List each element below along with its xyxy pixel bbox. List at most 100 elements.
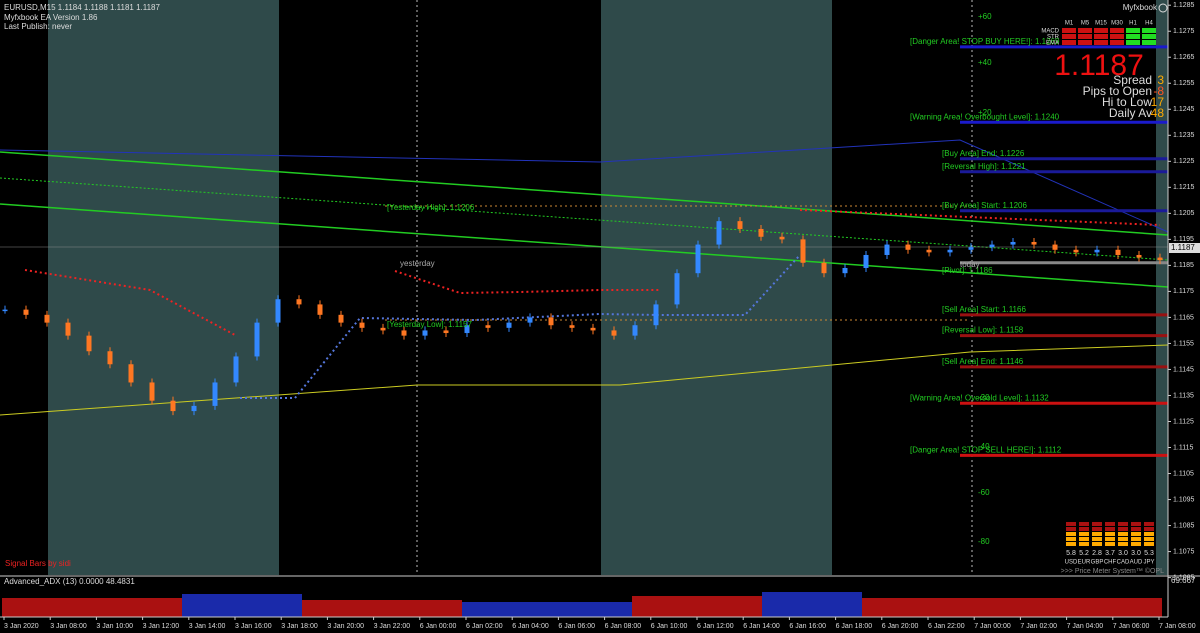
stat-name: Daily Av [1109, 106, 1152, 120]
y-tick-label: 1.1165 [1173, 314, 1194, 321]
pips-label: -80 [978, 537, 990, 546]
candle [695, 244, 701, 274]
meter-cell [1118, 542, 1128, 546]
y-tick-label: 1.1265 [1173, 54, 1195, 61]
meter-cell [1066, 532, 1076, 536]
level-label: [Sell Area] End: 1.1146 [942, 357, 1024, 366]
candle [1115, 249, 1121, 255]
candle [926, 249, 932, 253]
candle [464, 325, 470, 334]
price-axis-bg [1169, 0, 1200, 633]
candle [338, 314, 344, 323]
pips-label: +60 [978, 12, 992, 21]
level-label: [Sell Area] Start: 1.1166 [942, 305, 1026, 314]
candle [1073, 249, 1079, 253]
y-tick-label: 1.1175 [1173, 288, 1194, 295]
ma-line [0, 344, 1169, 416]
candle [569, 325, 575, 328]
close-button[interactable] [1158, 3, 1168, 13]
candle [485, 325, 491, 328]
candle [779, 236, 785, 240]
x-tick-label: 6 Jan 22:00 [928, 623, 965, 630]
y-tick-label: 1.1255 [1173, 80, 1195, 87]
candle [65, 322, 71, 336]
y-tick-label: 1.1155 [1173, 340, 1194, 347]
candle [1136, 254, 1142, 258]
x-tick-label: 6 Jan 02:00 [466, 623, 503, 630]
y-tick-label: 1.1105 [1173, 470, 1194, 477]
meter-cell [1092, 537, 1102, 541]
meter-cell [1144, 542, 1154, 546]
signal-cell [1142, 40, 1156, 45]
signal-cell [1094, 34, 1108, 39]
x-tick-label: 6 Jan 20:00 [882, 623, 919, 630]
meter-cell [1092, 527, 1102, 531]
signal-row: STR [1047, 35, 1060, 41]
x-tick-label: 6 Jan 18:00 [836, 623, 873, 630]
y-tick-label: 1.1125 [1173, 418, 1194, 425]
y-tick-label: 1.1065 [1173, 574, 1195, 581]
sar-dots [394, 270, 660, 295]
candle [359, 322, 365, 328]
timeframe: M30 [1111, 21, 1123, 27]
signal-cell [1062, 40, 1076, 45]
x-tick-label: 3 Jan 10:00 [96, 623, 133, 630]
meter-currency: CAD [1117, 560, 1130, 566]
meter-value: 5.2 [1079, 550, 1089, 557]
sar-dots [240, 254, 801, 399]
y-tick-label: 1.1245 [1173, 106, 1195, 113]
candle [884, 244, 890, 255]
meter-value: 5.3 [1144, 550, 1154, 557]
meter-cell [1144, 522, 1154, 526]
meter-cell [1092, 522, 1102, 526]
meter-cell [1079, 537, 1089, 541]
x-tick-label: 3 Jan 2020 [4, 623, 39, 630]
timeframe: H1 [1129, 21, 1137, 27]
candle [905, 244, 911, 250]
meter-currency: USD [1065, 560, 1078, 566]
candle [254, 322, 260, 357]
adx-region [182, 594, 302, 617]
y-tick-label: 1.1135 [1173, 392, 1194, 399]
candle [296, 299, 302, 305]
candle [800, 239, 806, 263]
stat-value: 3 [1157, 73, 1164, 87]
candle [149, 382, 155, 401]
candle [821, 262, 827, 274]
y-tick-label: 1.1085 [1173, 522, 1195, 529]
brand[interactable]: Myfxbook [1123, 3, 1158, 12]
timeframe: M5 [1081, 21, 1090, 27]
x-tick-label: 7 Jan 02:00 [1020, 623, 1057, 630]
meter-cell [1066, 522, 1076, 526]
candle [989, 244, 995, 248]
meter-cell [1144, 532, 1154, 536]
signal-cell [1062, 28, 1076, 33]
candle [422, 330, 428, 336]
stat-value: 17 [1151, 95, 1165, 109]
adx-region [862, 598, 1162, 617]
adx-region [2, 598, 182, 617]
adx-region [632, 596, 762, 617]
meter-cell [1105, 527, 1115, 531]
level-label: [Warning Area! Oversold Level]: 1.1132 [910, 393, 1049, 402]
signal-label: Signal Bars by sidi [5, 559, 71, 568]
candle [191, 405, 197, 412]
x-tick-label: 6 Jan 10:00 [651, 623, 688, 630]
y-tick-label: 1.1095 [1173, 496, 1195, 503]
meter-currency: EUR [1078, 560, 1091, 566]
meter-cell [1092, 532, 1102, 536]
levels: [Danger Area! STOP BUY HERE!]: 1.1269 [Wa… [910, 37, 1168, 457]
timeframe: H4 [1145, 21, 1153, 27]
time-axis: 3 Jan 2020 3 Jan 08:00 3 Jan 10:00 3 Jan 12… [3, 617, 1196, 630]
candle [548, 317, 554, 326]
price-axis: 1.1285 1.1275 1.1265 1.1255 1.1245 1.1235 1.12… [1168, 2, 1195, 581]
meter-cell [1105, 537, 1115, 541]
adx-region [462, 602, 632, 617]
level-label: [Buy Area] End: 1.1226 [942, 149, 1025, 158]
signal-cell [1110, 40, 1124, 45]
yesterday-high: [Yesterday High]: 1.1206 [387, 203, 475, 212]
x-tick-label: 3 Jan 12:00 [143, 623, 180, 630]
pips-label: -60 [978, 488, 990, 497]
y-tick-label: 1.1185 [1173, 262, 1194, 269]
